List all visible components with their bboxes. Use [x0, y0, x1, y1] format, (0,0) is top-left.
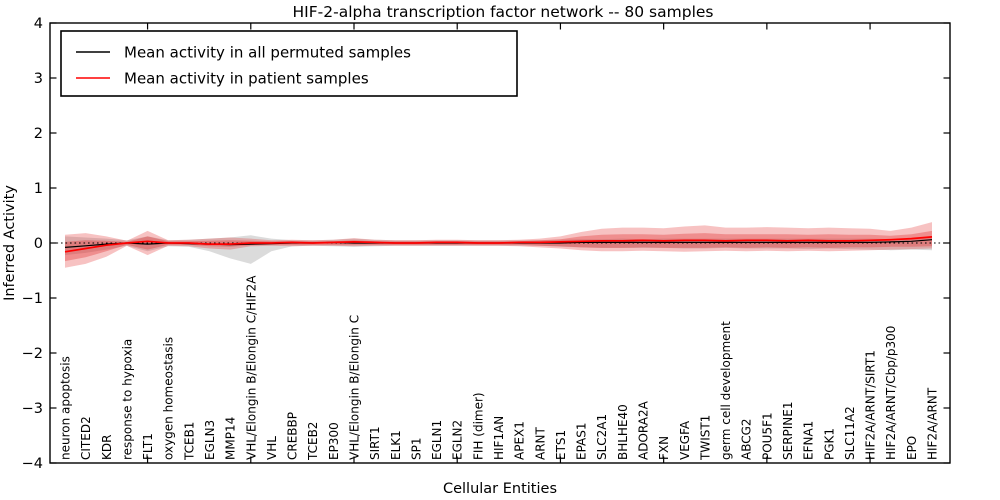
x-category-label: VHL/Elongin B/Elongin C/HIF2A [244, 275, 258, 460]
legend-box [60, 30, 518, 97]
y-tick-label: 3 [34, 71, 43, 87]
y-axis-label: Inferred Activity [2, 185, 18, 301]
x-category-label: ADORA2A [637, 400, 651, 460]
x-category-label: TWIST1 [698, 415, 712, 461]
x-category-label: MMP14 [224, 417, 238, 460]
y-tick-label: 4 [34, 16, 43, 32]
x-category-label: ETS1 [554, 430, 568, 460]
band-patient-samples-outer-range [65, 222, 932, 268]
y-tick-label: 0 [34, 236, 43, 252]
x-category-label: ELK1 [389, 430, 403, 460]
x-category-label: HIF2A/ARNT/SIRT1 [864, 350, 878, 460]
x-category-label: SLC2A1 [595, 414, 609, 460]
x-category-label: SLC11A2 [843, 406, 857, 460]
series-lines [64, 236, 933, 253]
x-category-label: EP300 [327, 422, 341, 460]
x-category-label: TCEB2 [306, 422, 320, 461]
x-category-label: SERPINE1 [781, 401, 795, 460]
x-category-label: VHL [265, 436, 279, 460]
axis-ticks [50, 22, 950, 464]
legend-label-permuted: Mean activity in all permuted samples [124, 44, 411, 62]
band-patient-samples-inner-range [65, 230, 932, 262]
x-category-label: oxygen homeostasis [162, 337, 176, 460]
x-category-label: response to hypoxia [120, 339, 134, 460]
x-category-label: EFNA1 [802, 421, 816, 460]
x-category-label: CITED2 [79, 416, 93, 460]
y-tick-label: 2 [34, 126, 43, 142]
x-category-label: VHL/Elongin B/Elongin C [348, 315, 362, 460]
x-axis-label: Cellular Entities [443, 481, 557, 497]
x-category-label: POU5F1 [760, 412, 774, 460]
x-category-label: SP1 [409, 438, 423, 461]
x-category-label: SIRT1 [368, 426, 382, 460]
x-category-label: ABCG2 [740, 418, 754, 460]
x-category-label: BHLHE40 [616, 404, 630, 460]
x-category-label: ARNT [533, 426, 547, 460]
x-category-label: PGK1 [822, 428, 836, 460]
chart-title: HIF-2-alpha transcription factor network… [293, 3, 714, 21]
y-tick-labels: 4 3 2 1 0 −1 −2 −3 −4 [22, 16, 43, 472]
x-category-label: FIH (dimer) [471, 392, 485, 460]
x-category-label: FXN [657, 436, 671, 460]
x-category-label: EPAS1 [575, 422, 589, 460]
x-category-label: EPO [905, 436, 919, 460]
y-tick-label: −1 [22, 291, 43, 307]
x-category-label: TCEB1 [182, 422, 196, 461]
x-category-label: KDR [100, 435, 114, 460]
x-category-label: HIF1AN [492, 416, 506, 460]
uncertainty-bands [65, 222, 932, 268]
x-category-label: germ cell development [719, 321, 733, 460]
x-category-label: EGLN1 [430, 420, 444, 460]
x-category-label: HIF2A/ARNT [926, 387, 940, 460]
y-tick-label: −3 [22, 401, 43, 417]
legend: Mean activity in all permuted samples Me… [60, 30, 518, 97]
x-category-label: EGLN2 [451, 420, 465, 460]
x-category-label: FLT1 [141, 433, 155, 460]
y-tick-label: −2 [22, 346, 43, 362]
x-category-label: EGLN3 [203, 420, 217, 460]
series-line-patient [64, 236, 933, 253]
x-category-label: CREBBP [286, 412, 300, 460]
x-category-label: VEGFA [678, 420, 692, 460]
x-category-label: neuron apoptosis [59, 356, 73, 460]
y-tick-label: 1 [34, 181, 43, 197]
legend-label-patient: Mean activity in patient samples [124, 70, 369, 88]
x-category-label: APEX1 [513, 421, 527, 460]
y-tick-label: −4 [22, 456, 43, 472]
x-tick-labels: neuron apoptosis CITED2 KDR response to hyp… [59, 275, 940, 461]
x-category-label: HIF2A/ARNT/Cbp/p300 [884, 326, 898, 460]
